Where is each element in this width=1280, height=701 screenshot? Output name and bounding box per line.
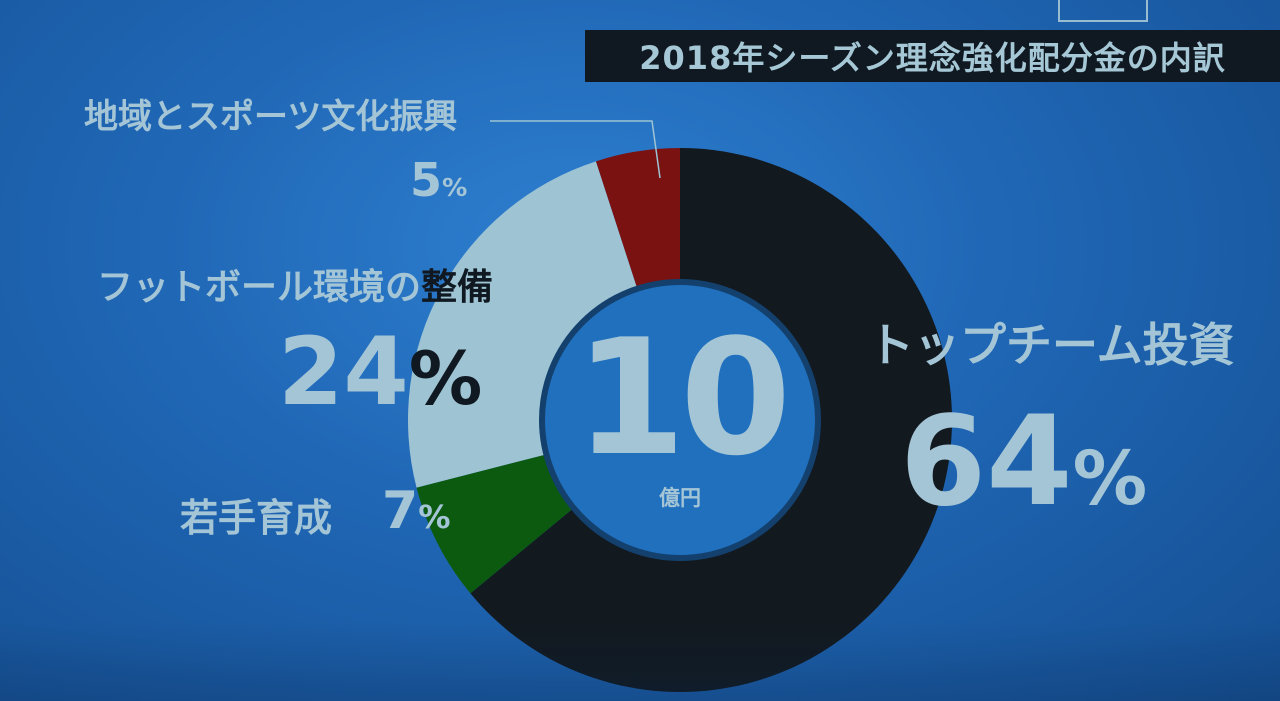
background-shade <box>0 621 1280 701</box>
label-football-name-light: フットボール環境の <box>97 267 422 308</box>
chart-title: 2018年シーズン理念強化配分金の内訳 <box>639 39 1226 77</box>
label-region-pct: 5% <box>410 157 467 203</box>
label-football-pct-sign: % <box>408 337 483 422</box>
label-top-name: トップチーム投資 <box>868 318 1235 372</box>
label-youth-pct-sign: % <box>418 498 451 536</box>
slice-youth <box>416 454 574 594</box>
label-top-pct: 64% <box>900 400 1147 524</box>
label-region-pct-sign: % <box>442 173 468 202</box>
label-top-pct-value: 64 <box>900 390 1073 534</box>
donut-slices <box>408 148 952 693</box>
center-total-value: 10 <box>574 304 792 491</box>
label-football-pct-value: 24 <box>278 318 409 427</box>
title-bar: 2018年シーズン理念強化配分金の内訳 <box>585 30 1280 82</box>
label-football-name-dark: 整備 <box>421 267 494 308</box>
donut-hole <box>539 279 821 561</box>
label-youth-pct-value: 7 <box>382 481 419 541</box>
label-football-name: フットボール環境の整備 <box>97 270 493 306</box>
label-top-pct-sign: % <box>1072 435 1148 522</box>
center-total-unit: 億円 <box>659 486 701 510</box>
region-leader-line <box>490 120 661 179</box>
label-youth-pct: 7% <box>382 485 451 537</box>
slice-football-env <box>408 161 638 488</box>
slice-top-team <box>470 148 952 693</box>
label-football-pct: 24% <box>278 326 482 420</box>
label-region-pct-value: 5 <box>410 153 443 207</box>
top-frame-decoration <box>1058 0 1148 22</box>
label-youth-name: 若手育成 <box>180 496 333 540</box>
slice-region <box>595 148 680 289</box>
label-region-name: 地域とスポーツ文化振興 <box>84 97 458 137</box>
